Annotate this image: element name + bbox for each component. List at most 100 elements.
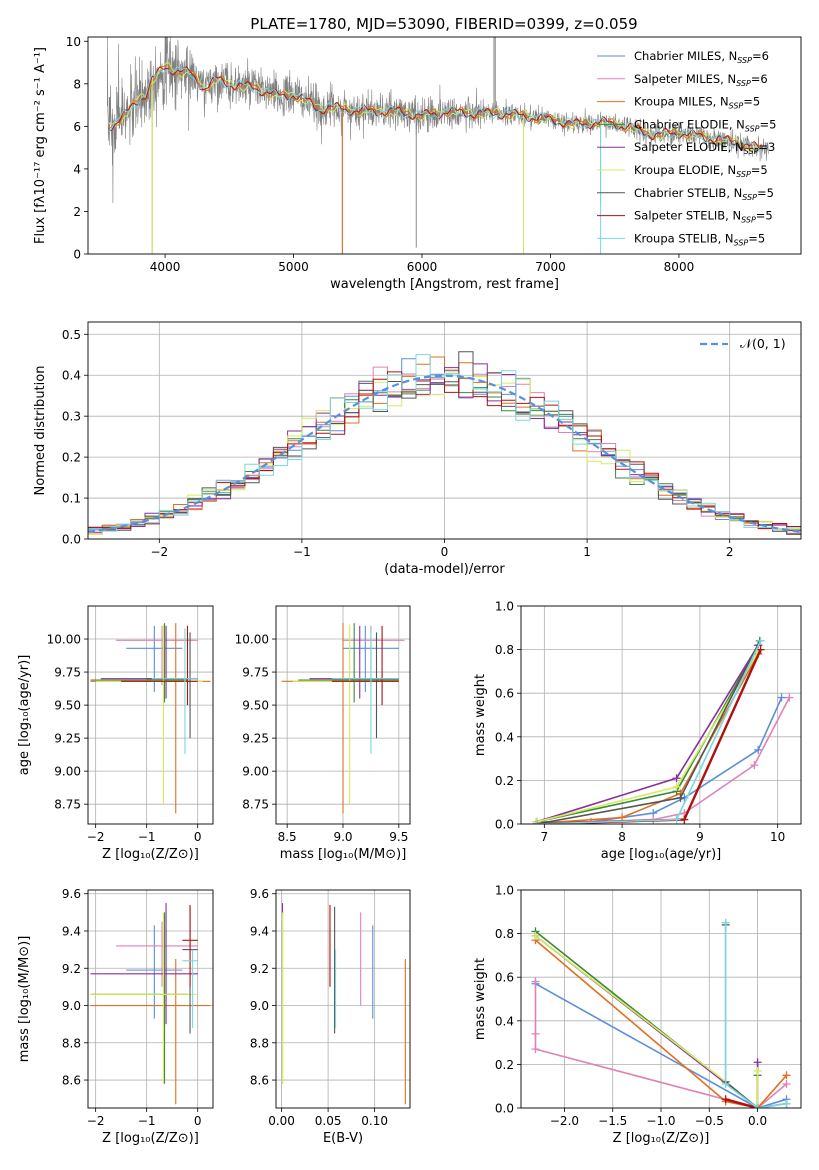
series-salpeter-elodie-line [536, 644, 759, 823]
y-tick-label: 9.50 [54, 699, 81, 713]
x-tick-label: 0.10 [361, 1114, 388, 1128]
axes-frame [520, 889, 802, 1109]
y-tick-label: 0.8 [495, 927, 514, 941]
series-point-marker [676, 793, 685, 802]
plot-area [90, 623, 211, 814]
x-tick-label: −0.5 [695, 1114, 724, 1128]
x-tick-label: 2 [726, 545, 734, 559]
series-chabrier-stelib-line [536, 640, 761, 824]
y-tick-label: 6 [73, 120, 81, 134]
errorbar-salpeter-stelib [331, 625, 399, 706]
y-tick-label: 0.1 [62, 492, 81, 506]
x-tick-label: −1 [138, 830, 156, 844]
series-point-marker [753, 1104, 762, 1108]
mass-vs-ebv-panel: 0.00 0.05 0.10 8.6 8.8 9.0 9.2 9.4 9.6 E(B-V) [250, 887, 411, 1146]
plot-area [532, 636, 794, 824]
x-tick-label: −1 [138, 1114, 156, 1128]
y-axis-label: age [log₁₀(age/yr)] [17, 655, 32, 776]
axes-frame [520, 605, 802, 825]
y-tick-label: 0.8 [495, 643, 514, 657]
errorbar-kroupa-elodie [95, 624, 203, 805]
y-tick-label: 10 [66, 35, 81, 49]
x-tick-label: 8.5 [278, 830, 297, 844]
legend-label: Chabrier MILES, NSSP=6 [634, 49, 769, 65]
figure-title: PLATE=1780, MJD=53090, FIBERID=0399, z=0… [250, 15, 637, 33]
errorbar-salpeter-miles [116, 625, 198, 686]
axes-frame [275, 889, 411, 1109]
plot-area [107, 37, 769, 254]
age-vs-metallicity-panel: −2 −1 0 8.75 9.00 9.25 9.50 9.75 10.00 Z [log₁₀(Z… [17, 605, 214, 862]
series-point-marker [754, 745, 763, 754]
x-tick-label: 0 [194, 830, 202, 844]
legend-label: Salpeter MILES, NSSP=6 [634, 72, 768, 88]
x-tick-label: −1.0 [646, 1114, 675, 1128]
y-axis-label: mass weight [473, 958, 488, 1040]
series-chabrier-miles-line [535, 983, 787, 1108]
residuals-panel: −2 −1 0 1 2 0.0 0.1 0.2 0.3 0.4 0.5 (data-model)/er… [33, 321, 802, 577]
y-tick-label: 9.4 [250, 924, 269, 938]
errorbar-salpeter-miles [343, 625, 405, 686]
x-tick-label: 9.0 [333, 830, 352, 844]
mass-vs-metallicity-panel: −2 −1 0 8.6 8.8 9.0 9.2 9.4 9.6 Z [log₁₀(Z/Z⊙)] ma… [17, 887, 214, 1146]
y-tick-label: 4 [73, 162, 81, 176]
y-tick-label: 0.6 [495, 687, 514, 701]
x-tick-label: −2 [150, 545, 168, 559]
x-tick-label: −1.5 [598, 1114, 627, 1128]
series-point-marker [785, 693, 794, 702]
legend-label: Kroupa MILES, NSSP=5 [634, 95, 760, 111]
legend-label: Salpeter STELIB, NSSP=5 [634, 209, 773, 225]
legend-label: Chabrier ELODIE, NSSP=5 [634, 117, 776, 133]
model-fit-kroupa-miles-line [108, 64, 763, 150]
histogram-kroupa-stelib [88, 354, 801, 535]
x-tick-label: 8 [618, 830, 626, 844]
y-tick-label: 9.00 [242, 765, 269, 779]
legend-label: Salpeter ELODIE, NSSP=3 [634, 140, 775, 156]
massweight-vs-metallicity-panel: −2.0 −1.5 −1.0 −0.5 0.0 0.0 0.2 0.4 0.6 0.8 1.0 Z [… [473, 884, 802, 1146]
series-point-marker [721, 1080, 730, 1089]
x-axis-label: mass [log₁₀(M/M⊙)] [280, 847, 407, 862]
y-tick-label: 1.0 [495, 600, 514, 614]
spectrum-legend: Chabrier MILES, NSSP=6 Salpeter MILES, NS… [597, 49, 776, 247]
errorbar-kroupa-stelib [182, 949, 198, 1028]
y-tick-label: 0 [73, 248, 81, 262]
plot-area [88, 351, 801, 536]
axes-frame [87, 36, 802, 255]
massweight-vs-age-panel: 7 8 9 10 0.0 0.2 0.4 0.6 0.8 1.0 age [log₁₀(age/yr… [473, 600, 802, 862]
axes-frame [87, 889, 214, 1109]
y-axis-label: Normed distribution [33, 366, 48, 496]
errorbar-chabrier-elodie [90, 912, 188, 1084]
errorbar-salpeter-stelib [182, 904, 198, 987]
x-tick-label: −2 [87, 830, 105, 844]
errorbar-chabrier-miles [126, 625, 183, 692]
x-tick-label: −2 [87, 1114, 105, 1128]
age-vs-mass-panel: 8.5 9.0 9.5 8.75 9.00 9.25 9.50 9.75 10.00 mass [… [235, 605, 411, 862]
grid-lines [88, 606, 213, 824]
series-point-marker [753, 1058, 762, 1067]
series-point-marker [782, 1099, 791, 1108]
model-fit-kroupa-stelib-line [108, 66, 763, 153]
y-tick-label: 0.4 [495, 730, 514, 744]
series-chabrier-elodie-line [536, 644, 759, 823]
x-tick-label: 9.5 [389, 830, 408, 844]
series-point-marker [721, 1095, 730, 1104]
x-tick-label: 9 [696, 830, 704, 844]
y-tick-label: 9.2 [62, 962, 81, 976]
x-tick-label: 7 [541, 830, 549, 844]
y-tick-label: 0.0 [495, 818, 514, 832]
y-tick-label: 10.00 [235, 633, 269, 647]
y-tick-label: 8.6 [62, 1074, 81, 1088]
grid-lines [88, 890, 213, 1108]
x-axis-label: wavelength [Angstrom, rest frame] [330, 277, 559, 292]
legend-label: 𝒩(0, 1) [740, 336, 786, 351]
y-tick-label: 9.75 [242, 666, 269, 680]
y-tick-label: 8.6 [250, 1074, 269, 1088]
y-tick-label: 8.8 [250, 1036, 269, 1050]
errorbar-chabrier-elodie [90, 623, 188, 703]
series-point-marker [721, 918, 730, 927]
errorbar-chabrier-elodie [298, 623, 399, 703]
y-tick-label: 8.8 [62, 1036, 81, 1050]
y-axis-label: mass [log₁₀(M/M⊙)] [17, 936, 32, 1063]
x-axis-label: Z [log₁₀(Z/Z⊙)] [613, 1131, 710, 1146]
y-axis-label: mass weight [473, 674, 488, 756]
